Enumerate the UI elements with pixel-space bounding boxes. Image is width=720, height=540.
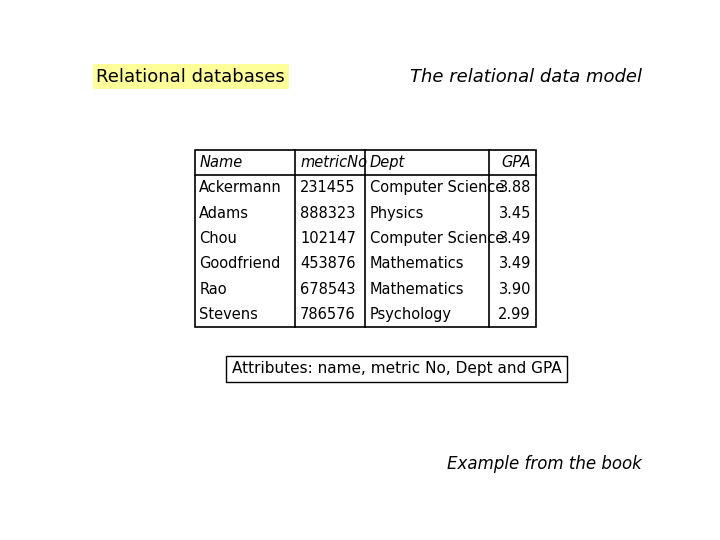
Text: 3.90: 3.90	[498, 282, 531, 297]
Text: Attributes: name, metric No, Dept and GPA: Attributes: name, metric No, Dept and GP…	[232, 361, 562, 376]
Text: Relational databases: Relational databases	[96, 68, 285, 86]
Text: Physics: Physics	[370, 206, 424, 220]
Text: 3.45: 3.45	[498, 206, 531, 220]
Text: Mathematics: Mathematics	[370, 256, 464, 271]
Text: 786576: 786576	[300, 307, 356, 322]
Text: Name: Name	[199, 154, 243, 170]
Text: Chou: Chou	[199, 231, 237, 246]
Text: Rao: Rao	[199, 282, 227, 297]
Text: Stevens: Stevens	[199, 307, 258, 322]
Text: Example from the book: Example from the book	[447, 455, 642, 473]
Text: metricNo: metricNo	[300, 154, 367, 170]
Text: 3.49: 3.49	[498, 256, 531, 271]
Text: Computer Science: Computer Science	[370, 180, 504, 195]
Text: 2.99: 2.99	[498, 307, 531, 322]
Text: 678543: 678543	[300, 282, 356, 297]
Text: 3.88: 3.88	[498, 180, 531, 195]
Text: 888323: 888323	[300, 206, 356, 220]
Bar	[194, 150, 536, 327]
Text: 3.49: 3.49	[498, 231, 531, 246]
Text: Ackermann: Ackermann	[199, 180, 282, 195]
Text: Adams: Adams	[199, 206, 249, 220]
Text: 102147: 102147	[300, 231, 356, 246]
Text: Goodfriend: Goodfriend	[199, 256, 281, 271]
Text: 453876: 453876	[300, 256, 356, 271]
Text: Psychology: Psychology	[370, 307, 451, 322]
Text: Mathematics: Mathematics	[370, 282, 464, 297]
Text: 231455: 231455	[300, 180, 356, 195]
Text: GPA: GPA	[501, 154, 531, 170]
Text: Computer Science: Computer Science	[370, 231, 504, 246]
Text: Dept: Dept	[370, 154, 405, 170]
Text: The relational data model: The relational data model	[410, 68, 642, 86]
